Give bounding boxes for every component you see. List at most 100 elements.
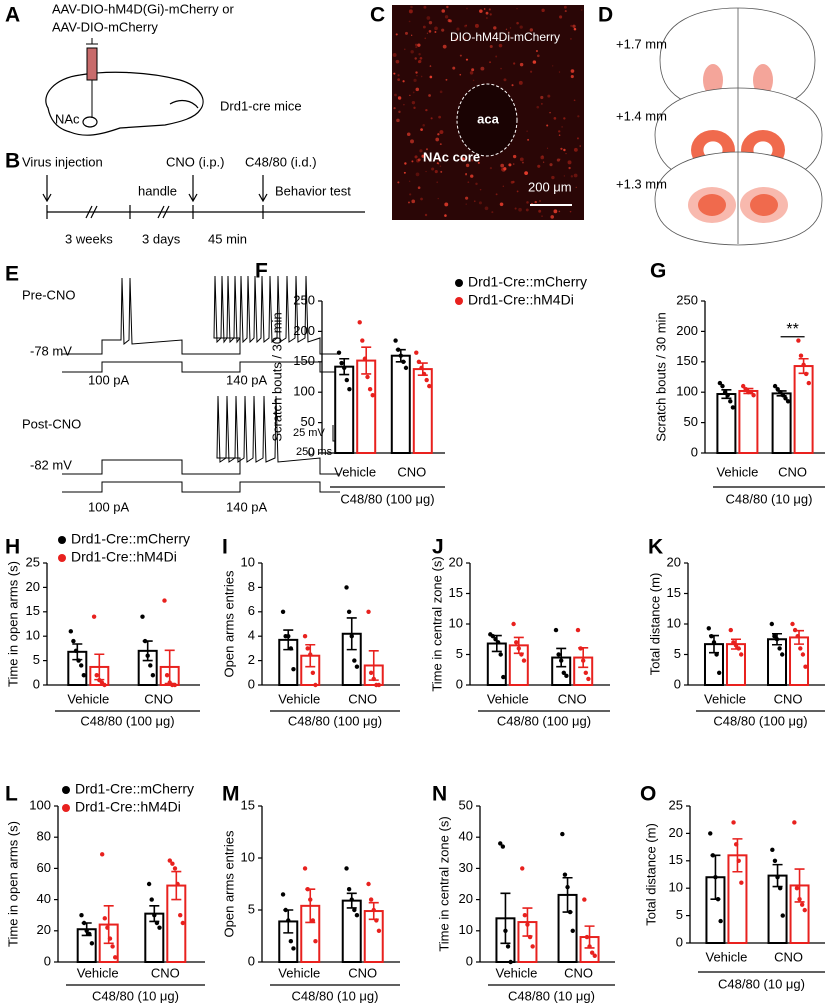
cell [429,65,432,67]
data-point [73,648,79,654]
data-point [774,637,780,642]
cell [479,188,482,191]
data-point [792,627,798,633]
data-point [501,674,506,680]
x-tick-label: Vehicle [77,965,119,980]
region-label: NAc [55,111,80,126]
scale-label: 25 mV [293,427,325,439]
cell [495,193,498,196]
y-tick-label: 15 [241,797,255,812]
cell [526,201,529,204]
cell [428,20,433,25]
data-point [180,920,186,926]
data-point [87,931,92,937]
data-point [175,881,180,887]
bar [390,354,411,454]
data-point [728,627,733,633]
data-point [525,922,530,927]
cell [483,8,486,10]
cell [439,165,442,167]
data-point [794,886,800,891]
cell [519,25,523,29]
potential-label: -82 mV [30,457,72,472]
y-tick-label: 40 [459,829,473,844]
data-point [286,634,291,639]
data-point [288,939,294,944]
data-point [730,405,736,410]
x-tick-label: CNO [348,965,377,980]
legend-marker [62,786,70,794]
bar [793,365,814,454]
cell [439,143,442,146]
cell [547,94,551,98]
y-tick-label: 20 [37,922,51,937]
cell [444,214,447,217]
data-point [801,362,806,368]
cell [414,43,418,46]
cell [397,74,400,77]
cell [489,13,492,16]
cell [565,152,567,155]
y-tick-label: 10 [667,615,681,630]
data-point [424,377,429,383]
cell [424,213,428,217]
cell [397,181,400,184]
cell [411,199,416,204]
cell [465,196,469,200]
y-tick-label: 20 [26,579,40,594]
section-label: +1.4 mm [616,108,667,123]
y-tick-label: 10 [241,554,255,569]
cell [529,28,534,32]
cell [512,154,517,159]
cell [513,62,516,65]
cell [464,24,467,28]
data-point [521,658,527,663]
cell [489,61,492,64]
data-point [775,386,780,392]
data-point [112,955,118,960]
data-point [291,666,296,672]
cell [404,31,408,35]
x-tick-label: Vehicle [278,965,320,980]
cell [459,73,462,76]
cell [500,67,502,70]
cell [510,180,514,184]
bar [412,368,433,455]
data-point [393,338,398,343]
cell [575,186,577,188]
data-point [490,634,496,639]
data-point [164,673,170,678]
cell [428,30,432,33]
data-point [288,646,294,651]
data-point [559,658,564,663]
cell [558,134,561,137]
cell [436,162,439,165]
data-point [310,918,316,923]
cell [558,210,561,213]
cell [417,60,421,64]
x-axis-label: C48/80 (100 μg) [288,713,382,728]
cell [558,71,561,73]
cell [411,101,416,105]
data-point [365,374,370,380]
y-tick-label: 40 [37,891,51,906]
y-tick-label: 0 [33,676,40,691]
cell [559,15,563,19]
cell [500,163,505,168]
cell [484,206,489,211]
data-point [530,944,535,949]
cell [438,115,442,119]
cell [436,181,439,184]
bar [725,643,746,687]
data-point [731,820,736,825]
data-point [785,399,791,404]
data-point [800,652,806,657]
interval-label: 3 weeks [65,231,113,246]
data-point [346,887,352,892]
cell [549,111,551,114]
y-tick-label: 200 [293,323,315,338]
panel-letter: B [5,150,20,173]
y-axis-label: Time in open arms (s) [5,561,20,687]
data-point [505,944,511,949]
data-point [342,365,347,371]
